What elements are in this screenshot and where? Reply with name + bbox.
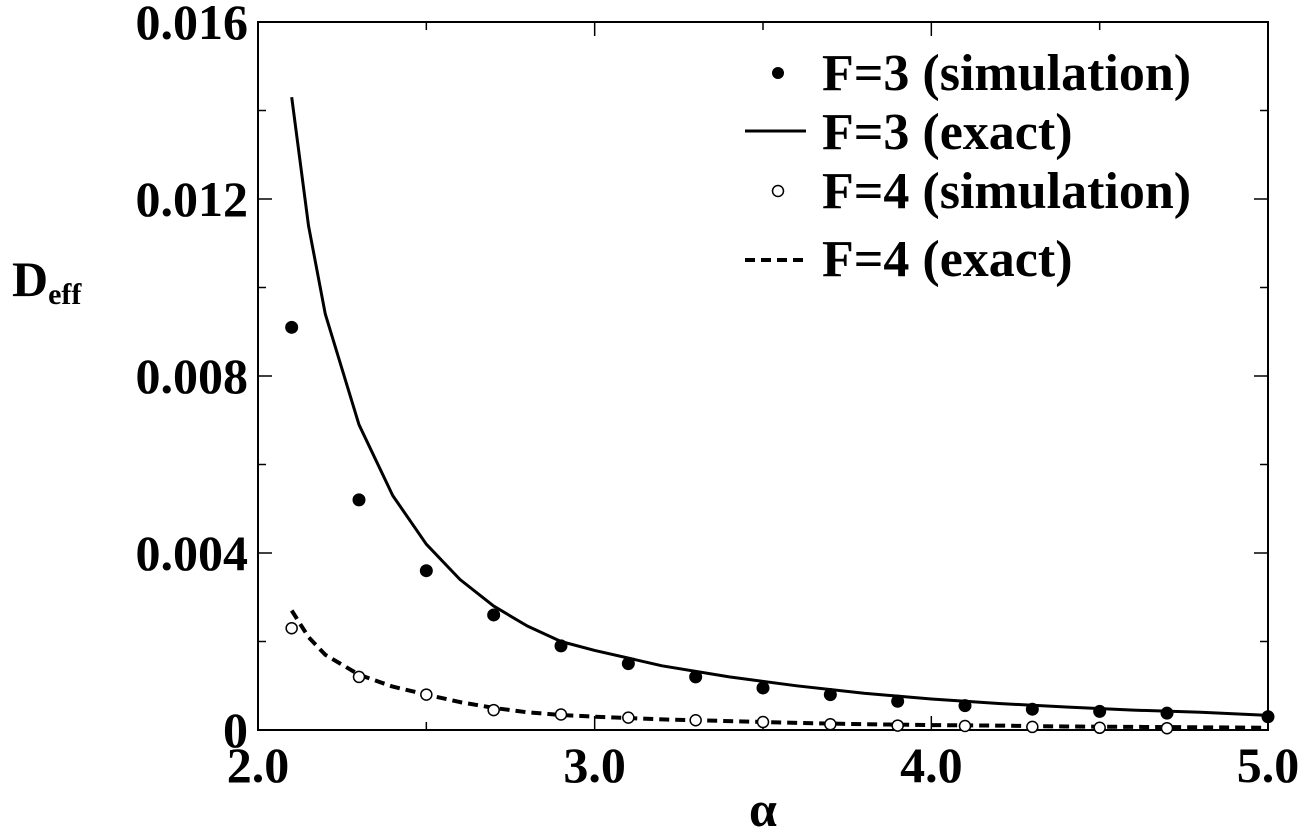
y-axis-label: Deff [12,251,82,311]
data-point-0 [689,670,703,684]
legend-label-f4-exact: F=4 (exact) [822,231,1073,288]
x-tick-label: 4.0 [900,737,963,793]
y-axis-label-main: D [12,251,48,307]
data-point-0 [352,493,366,507]
data-point-0 [1093,704,1107,718]
legend-label-f4-simulation: F=4 (simulation) [822,163,1191,220]
x-tick-label: 5.0 [1237,737,1300,793]
data-point-0 [554,639,568,653]
data-point-0 [1261,710,1275,724]
data-point-2 [958,719,972,733]
legend-marker-f3-simulation [772,67,784,79]
data-point-2 [689,714,702,727]
data-point-0 [487,608,501,622]
data-point-0 [1160,706,1174,720]
data-point-0 [419,564,433,578]
data-point-2 [487,703,500,717]
data-point-2 [756,715,770,729]
data-point-2 [420,688,433,701]
legend: F=3 (simulation) F=3 (exact) F=4 (simula… [745,45,1191,288]
legend-label-f3-exact: F=3 (exact) [822,104,1073,161]
y-axis-label-sub: eff [48,278,82,311]
data-point-2 [1093,721,1106,735]
data-point-0 [891,694,905,708]
x-tick-label: 2.0 [227,737,290,793]
legend-marker-f4-simulation [771,184,785,198]
x-tick-label: 3.0 [563,737,626,793]
legend-label-f3-simulation: F=3 (simulation) [822,45,1191,102]
data-point-0 [285,320,299,334]
data-point-0 [1025,702,1039,716]
data-point-2 [891,719,904,732]
data-point-0 [958,699,972,713]
data-point-0 [823,688,837,702]
x-axis-label: α [749,781,777,837]
axis-ticks [257,21,1269,731]
plot-frame [257,21,1269,731]
data-point-2 [285,621,298,635]
y-tick-label: 0.008 [136,348,249,404]
data-point-2 [554,708,568,721]
y-tick-label: 0 [223,702,248,758]
data-point-2 [622,711,635,724]
series-line-3 [290,609,1269,730]
y-tick-label: 0.004 [136,525,249,581]
data-point-2 [1026,720,1039,734]
data-point-0 [756,681,770,695]
y-tick-label: 0.012 [136,171,249,227]
tick-labels: 2.0 3.0 4.0 5.0 0 0.004 0.008 0.012 0.016 [136,0,1300,793]
data-point-2 [1160,721,1174,735]
data-point-0 [621,657,635,671]
y-tick-label: 0.016 [136,0,249,50]
data-point-2 [824,717,837,731]
series-layer [285,97,1275,735]
series-line-1 [290,97,1269,717]
data-point-2 [352,670,366,684]
